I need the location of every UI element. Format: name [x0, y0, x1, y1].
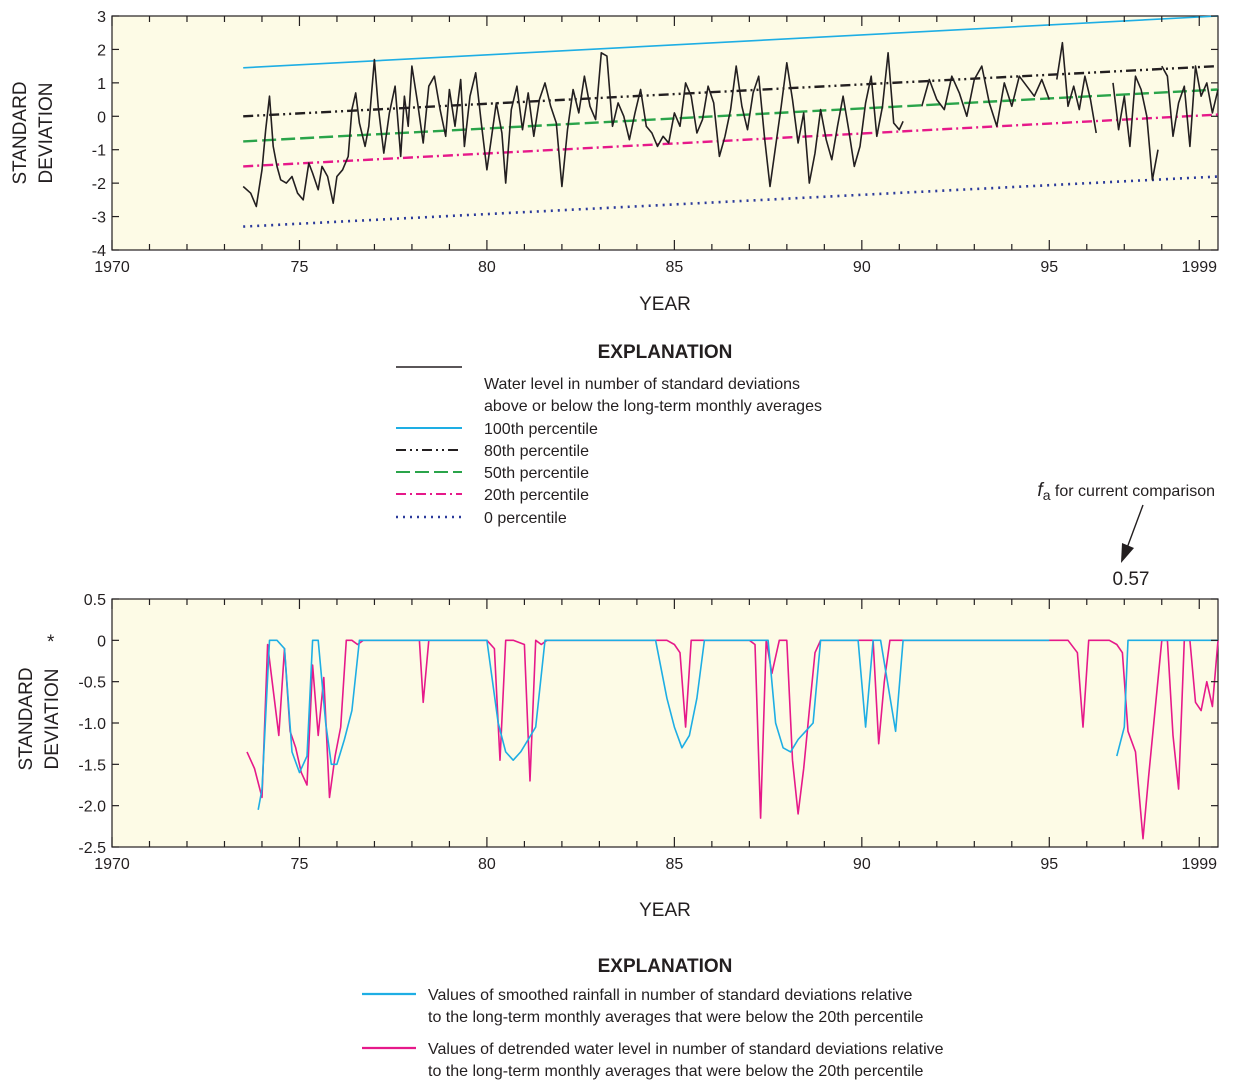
chart1-ytick-label-1: 0 [97, 633, 106, 650]
legend-p80: 80th percentile [484, 443, 589, 460]
bottom-explanation: EXPLANATION Values of smoothed rainfall … [362, 956, 944, 1080]
chart0-ytick-label-0: 3 [97, 9, 106, 26]
chart0-ytick-label-7: -4 [92, 243, 106, 260]
fa-annotation: fa for current comparison 0.57 [1037, 480, 1215, 590]
legend-water-level-line2: above or below the long-term monthly ave… [484, 398, 822, 415]
chart0-xtick-label-4: 90 [853, 259, 871, 276]
bottom-x-axis: 1970 75 80 85 90 95 1999 [94, 599, 1217, 873]
chart1-xtick-label-4: 90 [853, 856, 871, 873]
chart1-xtick-label-1: 75 [291, 856, 309, 873]
chart0-series-4-segment-0 [243, 175, 1219, 228]
legend-rainfall-line2: to the long-term monthly averages that w… [428, 1009, 923, 1026]
chart1-ytick-label-5: -2.0 [78, 799, 106, 816]
legend-p20: 20th percentile [484, 487, 589, 504]
chart0-ytick-label-3: 0 [97, 109, 106, 126]
chart1-xtick-label-6: 1999 [1181, 856, 1217, 873]
top-explanation: EXPLANATION Water level in number of sta… [396, 342, 822, 527]
legend-rainfall-line1: Values of smoothed rainfall in number of… [428, 987, 913, 1004]
bottom-y-axis: 0.5 0 -0.5 -1.0 -1.5 -2.0 -2.5 [78, 592, 1218, 857]
top-ylabel-line2: DEVIATION [36, 83, 57, 184]
chart0-series-5-segment-2 [1056, 41, 1097, 134]
chart1-series-1-segment-0 [257, 639, 1050, 810]
top-xlabel: YEAR [639, 294, 691, 315]
fa-annotation-value: 0.57 [1113, 569, 1150, 590]
fa-annotation-arrow-line [1126, 504, 1144, 549]
chart1-ytick-label-0: 0.5 [84, 592, 106, 609]
chart0-xtick-label-6: 1999 [1181, 259, 1217, 276]
top-chart: 3 2 1 0 -1 -2 -3 -4 1970 75 80 85 90 95 1999 STANDARD… [10, 9, 1219, 315]
chart1-xtick-label-2: 80 [478, 856, 496, 873]
bottom-ylabel-line1: STANDARD [16, 667, 37, 770]
legend-water-level-line1: Water level in number of standard deviat… [484, 376, 800, 393]
top-y-axis: 3 2 1 0 -1 -2 -3 -4 [92, 9, 1218, 260]
chart0-series-0-segment-0 [243, 15, 1219, 69]
bottom-chart: 0.50-0.5-1.0-1.5-2.0-2.5 1970 75 80 85 90 95 1… [16, 592, 1219, 921]
chart1-xtick-label-5: 95 [1040, 856, 1058, 873]
chart0-series-5-segment-3 [1112, 75, 1159, 181]
bottom-explanation-title: EXPLANATION [598, 956, 733, 977]
chart0-ytick-label-1: 2 [97, 42, 106, 59]
legend-p0: 0 percentile [484, 510, 567, 527]
chart1-ytick-label-6: -2.5 [78, 840, 106, 857]
chart0-xtick-label-1: 75 [291, 259, 309, 276]
chart0-series-2-segment-0 [243, 88, 1219, 143]
chart0-ytick-label-5: -2 [92, 176, 106, 193]
chart1-ytick-label-4: -1.5 [78, 757, 106, 774]
bottom-series-group [246, 639, 1219, 840]
chart0-xtick-label-3: 85 [665, 259, 683, 276]
chart0-xtick-label-2: 80 [478, 259, 496, 276]
chart0-xtick-label-0: 1970 [94, 259, 130, 276]
legend-p50: 50th percentile [484, 465, 589, 482]
chart1-xtick-label-0: 1970 [94, 856, 130, 873]
chart0-ytick-label-4: -1 [92, 143, 106, 160]
top-x-axis: 1970 75 80 85 90 95 1999 [94, 16, 1217, 276]
chart1-series-1-segment-1 [1116, 639, 1218, 757]
chart0-series-5-segment-0 [242, 51, 904, 208]
chart0-xtick-label-5: 95 [1040, 259, 1058, 276]
chart0-ytick-label-6: -3 [92, 210, 106, 227]
chart1-ytick-label-3: -1.0 [78, 716, 106, 733]
legend-detrended-line1: Values of detrended water level in numbe… [428, 1041, 944, 1058]
top-plot-area [111, 15, 1219, 251]
top-ylabel-line1: STANDARD [10, 81, 31, 184]
bottom-ylabel-marker: * [47, 632, 55, 653]
bottom-xlabel: YEAR [639, 900, 691, 921]
fa-annotation-label: fa for current comparison [1037, 480, 1215, 503]
chart0-series-5-segment-4 [1161, 65, 1219, 148]
fa-annotation-arrowhead [1121, 543, 1134, 563]
chart1-ytick-label-2: -0.5 [78, 675, 106, 692]
chart1-xtick-label-3: 85 [665, 856, 683, 873]
legend-p100: 100th percentile [484, 421, 598, 438]
chart0-ytick-label-2: 1 [97, 76, 106, 93]
top-series-group [242, 15, 1219, 228]
bottom-ylabel-line2: DEVIATION [42, 669, 63, 770]
legend-detrended-line2: to the long-term monthly averages that w… [428, 1063, 923, 1080]
chart0-series-3-segment-0 [243, 113, 1219, 168]
top-explanation-title: EXPLANATION [598, 342, 733, 363]
chart0-series-5-segment-1 [921, 65, 1051, 128]
